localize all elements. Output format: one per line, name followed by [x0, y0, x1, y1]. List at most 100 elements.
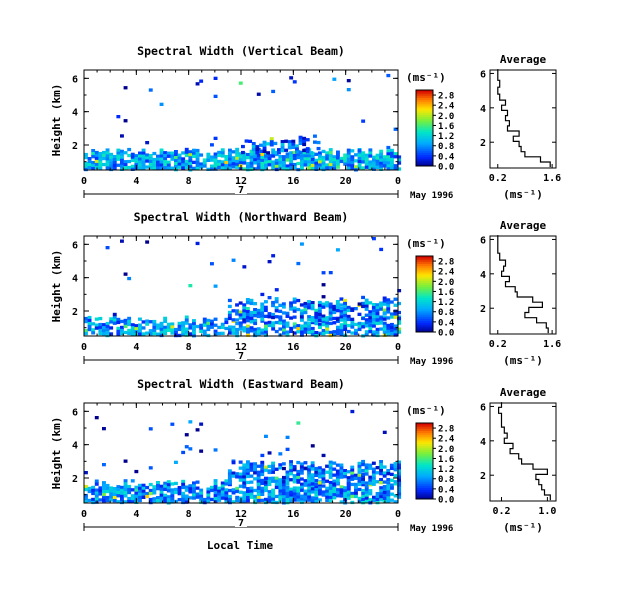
profile-line — [497, 235, 549, 334]
heatmap-cell — [177, 156, 182, 160]
heatmap-cell — [386, 158, 391, 162]
heatmap-cell — [166, 322, 171, 326]
heatmap-cell — [274, 297, 279, 301]
heatmap-cell — [357, 482, 362, 487]
heatmap-cell — [253, 314, 257, 318]
heatmap-cell — [213, 500, 218, 504]
heatmap-cell — [213, 497, 218, 501]
heatmap-cell — [332, 167, 337, 171]
heatmap-cell — [314, 308, 319, 313]
heatmap-cell — [166, 151, 171, 155]
heatmap-cell — [278, 303, 283, 307]
heatmap-cell — [123, 324, 128, 329]
heatmap-cell — [249, 310, 254, 315]
profile-x-tick-label: 1.6 — [543, 173, 561, 184]
heatmap-cell — [224, 161, 229, 165]
heatmap-cell — [375, 318, 380, 322]
heatmap-cell — [274, 161, 279, 166]
heatmap-cell — [282, 328, 286, 332]
heatmap-cell — [305, 138, 310, 142]
heatmap-cell — [184, 330, 189, 334]
heatmap-cell — [310, 476, 315, 480]
heatmap-cell — [310, 444, 315, 448]
heatmap-cell — [227, 469, 232, 473]
heatmap-cell — [379, 318, 384, 322]
heatmap-cell — [134, 494, 139, 498]
heatmap-cell — [267, 312, 272, 316]
heatmap-cell — [274, 300, 279, 304]
heatmap-cell — [202, 161, 207, 165]
heatmap-cell — [386, 326, 391, 331]
heatmap-cell — [163, 166, 168, 170]
heatmap-cell — [152, 319, 157, 324]
heatmap-cell — [177, 324, 182, 329]
heatmap-cell — [256, 464, 261, 468]
heatmap-cell — [379, 164, 384, 168]
heatmap-cell — [130, 155, 135, 159]
heatmap-cell — [278, 164, 283, 168]
heatmap-cell — [217, 165, 222, 170]
heatmap-cell — [227, 478, 232, 482]
heatmap-cell — [328, 321, 333, 326]
heatmap-cell — [300, 242, 304, 246]
heatmap-cell — [314, 479, 319, 483]
heatmap-cell — [339, 494, 344, 498]
x-tick-label: 0 — [81, 342, 87, 353]
heatmap-cell — [256, 160, 261, 164]
heatmap-cell — [328, 148, 333, 152]
heatmap-cell — [199, 326, 204, 330]
colorbar-segment — [416, 466, 433, 469]
heatmap-cell — [227, 481, 232, 485]
heatmap-cell — [152, 485, 157, 489]
heatmap-cell — [325, 151, 330, 155]
heatmap-cell — [174, 327, 178, 332]
heatmap-cell — [84, 328, 88, 333]
heatmap-cell — [112, 496, 117, 500]
heatmap-cell — [364, 313, 369, 317]
date-label: 7 — [238, 185, 244, 196]
heatmap-cell — [282, 495, 286, 499]
heatmap-cell — [138, 163, 142, 167]
heatmap-cell — [382, 430, 387, 434]
heatmap-cell — [282, 483, 286, 487]
heatmap-cell — [371, 318, 376, 322]
heatmap-cell — [152, 497, 157, 501]
heatmap-cell — [210, 497, 214, 502]
heatmap-cell — [300, 318, 304, 322]
heatmap-cell — [112, 161, 117, 165]
heatmap-cell — [195, 151, 200, 156]
heatmap-cell — [264, 333, 268, 337]
heatmap-cell — [174, 460, 178, 464]
heatmap-cell — [192, 493, 196, 497]
x-tick-label: 20 — [340, 342, 352, 353]
heatmap-cell — [159, 496, 164, 500]
heatmap-cell — [138, 495, 142, 500]
heatmap-cell — [220, 325, 225, 329]
heatmap-cell — [357, 470, 362, 475]
heatmap-cell — [346, 154, 351, 158]
heatmap-cell — [393, 474, 398, 478]
heatmap-cell — [210, 325, 214, 329]
heatmap-cell — [260, 164, 265, 169]
colorbar-segment — [416, 476, 433, 479]
heatmap-cell — [292, 498, 297, 502]
heatmap-cell — [328, 495, 333, 500]
heatmap-cell — [390, 492, 394, 496]
month-label: May 1996 — [410, 524, 453, 534]
heatmap-cell — [245, 313, 250, 317]
heatmap-cell — [336, 165, 340, 169]
heatmap-cell — [267, 260, 272, 264]
heatmap-cell — [364, 466, 369, 470]
heatmap-cell — [350, 494, 355, 499]
heatmap-cell — [253, 321, 258, 326]
heatmap-cell — [271, 312, 275, 317]
heatmap-cell — [112, 312, 117, 317]
heatmap-cell — [231, 331, 236, 335]
heatmap-cell — [303, 160, 308, 164]
heatmap-cell — [87, 318, 92, 323]
heatmap-cell — [280, 149, 285, 153]
heatmap-cell — [213, 491, 218, 495]
heatmap-cell — [170, 488, 175, 492]
colorbar-segment — [416, 311, 433, 314]
heatmap-cell — [300, 497, 304, 501]
